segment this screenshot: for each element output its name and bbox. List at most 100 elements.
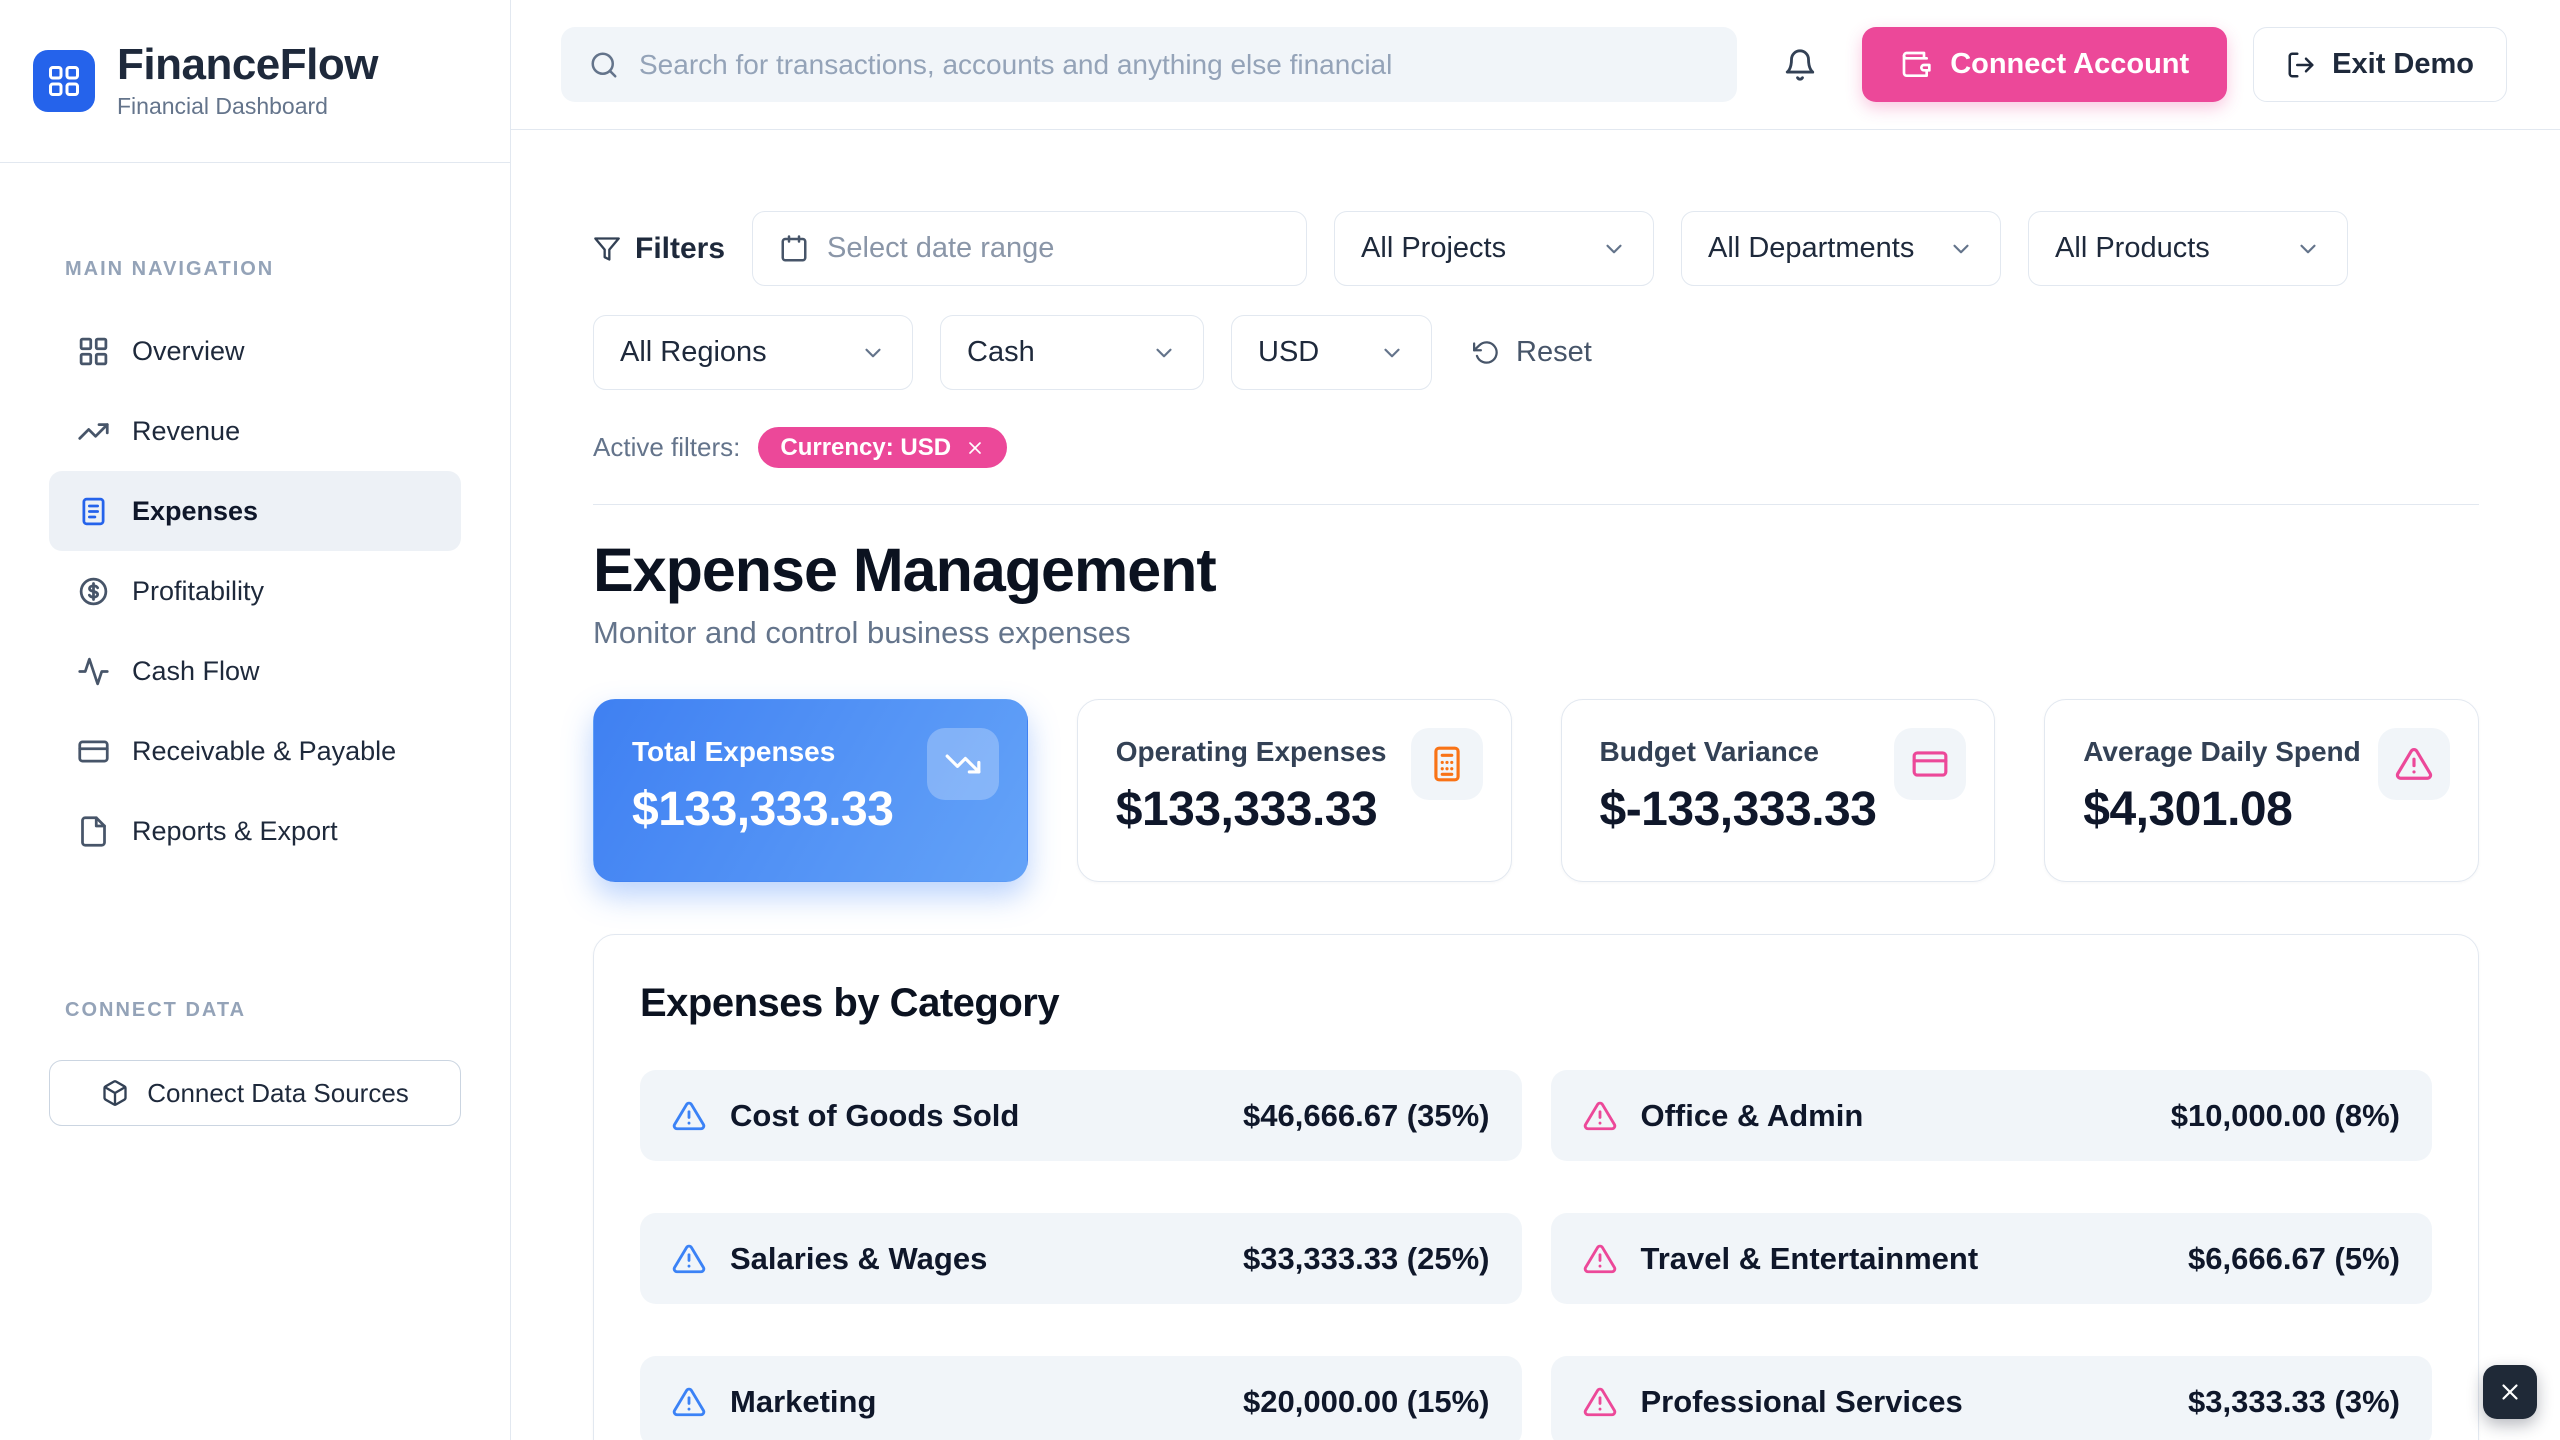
projects-select-value: All Projects [1361,232,1507,264]
category-row-marketing[interactable]: Marketing $20,000.00 (15%) [640,1356,1522,1440]
currency-select-value: USD [1258,336,1320,368]
chevron-down-icon [865,348,881,357]
category-name: Office & Admin [1640,1097,1864,1133]
stat-card-budget-variance[interactable]: Budget Variance $-133,333.33 [1560,699,1996,882]
chevron-down-icon [1606,244,1622,253]
category-value: $6,666.67 (5%) [2188,1240,2400,1276]
active-filter-badge-currency[interactable]: Currency: USD [758,427,1008,468]
stat-label: Operating Expenses [1115,736,1387,767]
reset-filters-button[interactable]: Reset [1473,336,1592,369]
wallet-icon [1902,51,1931,77]
sidebar-item-revenue[interactable]: Revenue [49,391,461,471]
filters-row-1: Filters Select date range All Projects A… [593,211,2479,286]
reset-filters-label: Reset [1516,336,1592,368]
regions-select-value: All Regions [620,336,767,368]
app-tagline: Financial Dashboard [117,92,328,119]
projects-select[interactable]: All Projects [1334,211,1655,286]
stat-label: Total Expenses [632,736,836,767]
stat-value: $-133,333.33 [1599,783,1877,836]
sidebar-item-cash-flow[interactable]: Cash Flow [49,631,461,711]
regions-select[interactable]: All Regions [593,315,913,390]
file-icon [81,815,106,847]
stat-label: Budget Variance [1599,736,1819,767]
alert-triangle-icon [1583,1387,1616,1416]
stat-icon-box [2378,728,2450,800]
close-icon [2502,1384,2518,1400]
alert-triangle-icon [672,1387,706,1416]
sidebar-item-label: Overview [132,335,245,366]
connect-account-label: Connect Account [1950,48,2190,80]
chevron-down-icon [2300,244,2316,253]
topbar: Connect Account Exit Demo [511,0,2560,130]
stat-icon-box [1894,728,1967,800]
sidebar-item-label: Revenue [132,415,241,446]
departments-select[interactable]: All Departments [1681,211,2002,286]
stat-card-average-daily-spend[interactable]: Average Daily Spend $4,301.08 [2044,699,2479,882]
sidebar-item-overview[interactable]: Overview [49,311,461,391]
sidebar-item-label: Cash Flow [132,655,260,686]
category-row-salaries-wages[interactable]: Salaries & Wages $33,333.33 (25%) [640,1213,1522,1304]
dismiss-overlay-button[interactable] [2483,1365,2537,1419]
date-range-picker[interactable]: Select date range [752,211,1308,286]
category-value: $33,333.33 (25%) [1243,1240,1490,1276]
currency-select[interactable]: USD [1231,315,1432,390]
category-value: $10,000.00 (8%) [2170,1097,2400,1133]
filter-icon [594,236,620,261]
category-name: Professional Services [1640,1383,1963,1419]
category-name: Cost of Goods Sold [730,1097,1020,1133]
sidebar-item-label: Profitability [132,575,265,606]
sidebar-item-receivable-payable[interactable]: Receivable & Payable [49,711,461,791]
calendar-icon [781,234,807,261]
app-title: FinanceFlow [117,40,378,90]
bell-icon [1786,49,1815,81]
content-column: Connect Account Exit Demo Filters Select… [511,0,2560,1440]
grid-icon [79,337,108,365]
departments-select-value: All Departments [1708,232,1915,264]
search-input[interactable] [639,48,1709,81]
alert-triangle-icon [672,1244,706,1273]
stat-cards-row: Total Expenses $133,333.33 Operating Exp… [593,699,2479,882]
sidebar-item-expenses[interactable]: Expenses [49,471,461,551]
credit-card-icon [78,740,109,762]
sidebar-item-reports-export[interactable]: Reports & Export [49,791,461,871]
category-name: Salaries & Wages [730,1240,988,1276]
category-value: $20,000.00 (15%) [1243,1383,1490,1419]
active-filter-badge-label: Currency: USD [780,433,952,461]
category-row-cost-of-goods-sold[interactable]: Cost of Goods Sold $46,666.67 (35%) [640,1070,1522,1161]
category-row-travel-entertainment[interactable]: Travel & Entertainment $6,666.67 (5%) [1550,1213,2432,1304]
stat-card-operating-expenses[interactable]: Operating Expenses $133,333.33 [1076,699,1512,882]
date-range-placeholder: Select date range [827,232,1055,264]
sidebar-item-label: Reports & Export [132,815,338,846]
connect-account-button[interactable]: Connect Account [1862,27,2228,102]
dollar-circle-icon [79,577,108,605]
logout-icon [2288,52,2314,77]
category-value: $46,666.67 (35%) [1243,1097,1490,1133]
stat-value: $133,333.33 [1115,783,1378,836]
alert-triangle-icon [672,1101,706,1130]
exit-demo-button[interactable]: Exit Demo [2253,27,2507,102]
category-name: Travel & Entertainment [1640,1240,1979,1276]
active-filters-row: Active filters: Currency: USD [593,427,2479,468]
stat-card-total-expenses[interactable]: Total Expenses $133,333.33 [593,699,1028,882]
stat-icon-box [926,728,999,800]
chevron-down-icon [1384,348,1400,357]
category-row-professional-services[interactable]: Professional Services $3,333.33 (3%) [1550,1356,2432,1440]
accounting-basis-select[interactable]: Cash [940,315,1204,390]
global-search[interactable] [561,27,1737,102]
category-value: $3,333.33 (3%) [2188,1383,2400,1419]
expenses-by-category-card: Expenses by Category Cost of Goods Sold … [593,934,2479,1440]
sidebar-item-profitability[interactable]: Profitability [49,551,461,631]
filters-heading-label: Filters [635,231,726,265]
category-row-office-admin[interactable]: Office & Admin $10,000.00 (8%) [1550,1070,2432,1161]
notifications-button[interactable] [1778,43,1822,87]
credit-card-icon [1912,751,1948,777]
products-select[interactable]: All Products [2028,211,2349,286]
sidebar-section-connect-data: CONNECT DATA [65,999,247,1021]
connect-data-sources-button[interactable]: Connect Data Sources [49,1060,461,1126]
page-subtitle: Monitor and control business expenses [593,615,1131,650]
chevron-down-icon [1156,348,1172,357]
sidebar-item-label: Receivable & Payable [132,735,397,766]
trending-down-icon [945,754,981,774]
stat-value: $4,301.08 [2083,783,2293,836]
category-grid: Cost of Goods Sold $46,666.67 (35%) Offi… [640,1070,2432,1440]
